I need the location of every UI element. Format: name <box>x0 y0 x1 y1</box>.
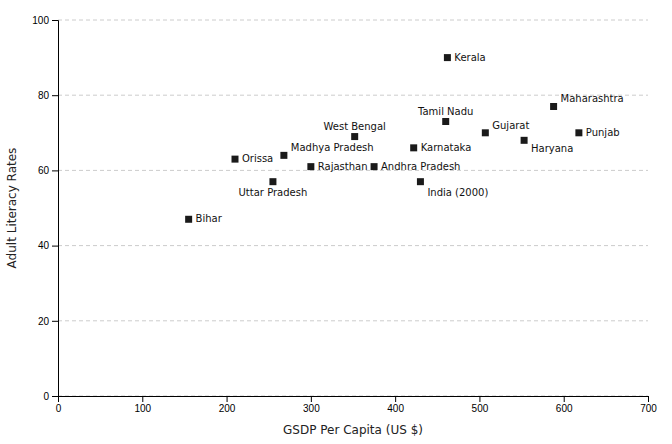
x-tick-label: 0 <box>56 403 62 414</box>
point <box>185 216 192 223</box>
x-tick: 500 <box>472 396 489 414</box>
point-label: Punjab <box>586 127 620 138</box>
y-axis-title: Adult Literacy Rates <box>5 148 19 269</box>
x-tick-label: 600 <box>556 403 573 414</box>
point-label: India (2000) <box>427 187 488 198</box>
y-tick-mark <box>52 95 58 96</box>
point <box>442 118 449 125</box>
y-tick: 0 <box>43 391 58 402</box>
grid-line <box>58 20 648 21</box>
y-tick-mark <box>52 170 58 171</box>
x-tick: 0 <box>56 396 62 414</box>
points <box>185 54 582 223</box>
y-axis-line <box>52 21 59 397</box>
y-tick-label: 20 <box>38 316 50 327</box>
x-tick-mark <box>142 396 143 402</box>
x-tick: 200 <box>219 396 236 414</box>
y-tick-label: 100 <box>32 15 49 26</box>
x-tick-mark <box>648 396 649 402</box>
point <box>280 152 287 159</box>
point <box>232 156 239 163</box>
y-tick-label: 80 <box>38 90 50 101</box>
point-label: Bihar <box>196 213 223 224</box>
x-tick: 100 <box>134 396 151 414</box>
y-tick: 40 <box>38 240 58 251</box>
y-tick: 20 <box>38 316 58 327</box>
x-tick-label: 200 <box>219 403 236 414</box>
x-tick-label: 400 <box>387 403 404 414</box>
point-label: Rajasthan <box>318 161 368 172</box>
y-tick: 60 <box>38 165 58 176</box>
point <box>417 178 424 185</box>
point-label: Tamil Nadu <box>417 106 473 117</box>
x-tick-label: 500 <box>472 403 489 414</box>
x-tick-mark <box>479 396 480 402</box>
point-label: Madhya Pradesh <box>291 142 374 153</box>
x-tick-label: 700 <box>640 403 657 414</box>
point-label: Uttar Pradesh <box>239 187 308 198</box>
x-axis: 0 100 200 300 400 500 600 700 <box>56 396 658 414</box>
point <box>575 129 582 136</box>
x-tick: 400 <box>387 396 404 414</box>
point-label: Kerala <box>454 52 485 63</box>
y-tick: 80 <box>38 90 58 101</box>
point-label: Andhra Pradesh <box>381 161 460 172</box>
plot: 0 100 200 300 400 500 600 700 0 20 40 60 80 100 Bihar O… <box>32 15 657 414</box>
point <box>482 129 489 136</box>
x-tick-label: 100 <box>134 403 151 414</box>
point-label: West Bengal <box>323 121 385 132</box>
y-axis: 0 20 40 60 80 100 <box>32 15 58 402</box>
x-tick-mark <box>227 396 228 402</box>
x-tick-label: 300 <box>303 403 320 414</box>
point <box>307 163 314 170</box>
point-label: Orissa <box>242 153 273 164</box>
point <box>410 144 417 151</box>
grid-line <box>58 245 648 246</box>
y-tick-label: 60 <box>38 165 50 176</box>
y-tick-mark <box>52 20 58 21</box>
point-label: Gujarat <box>492 120 529 131</box>
point <box>351 133 358 140</box>
x-axis-line <box>59 397 649 403</box>
point-label: Maharashtra <box>561 93 624 104</box>
grid-line <box>58 95 648 96</box>
x-tick: 300 <box>303 396 320 414</box>
point-label: Karnataka <box>421 142 472 153</box>
point <box>269 178 276 185</box>
point <box>371 163 378 170</box>
y-tick-mark <box>52 321 58 322</box>
x-tick-mark <box>395 396 396 402</box>
x-tick-mark <box>564 396 565 402</box>
y-tick-mark <box>52 246 58 247</box>
x-tick: 600 <box>556 396 573 414</box>
point-labels: Bihar Orissa Uttar Pradesh Madhya Pradesh Ra… <box>196 52 624 225</box>
grid <box>58 20 648 396</box>
y-tick-label: 0 <box>43 391 49 402</box>
point <box>521 137 528 144</box>
point <box>550 103 557 110</box>
y-tick-label: 40 <box>38 240 50 251</box>
y-tick-mark <box>52 396 58 397</box>
x-axis-title: GSDP Per Capita (US $) <box>283 423 423 437</box>
y-tick: 100 <box>32 15 58 26</box>
x-tick-mark <box>311 396 312 402</box>
x-tick: 700 <box>640 396 657 414</box>
chart: 0 100 200 300 400 500 600 700 0 20 40 60 80 100 Bihar O… <box>0 0 672 444</box>
grid-line <box>58 320 648 321</box>
point <box>444 54 451 61</box>
point-label: Haryana <box>531 143 573 154</box>
